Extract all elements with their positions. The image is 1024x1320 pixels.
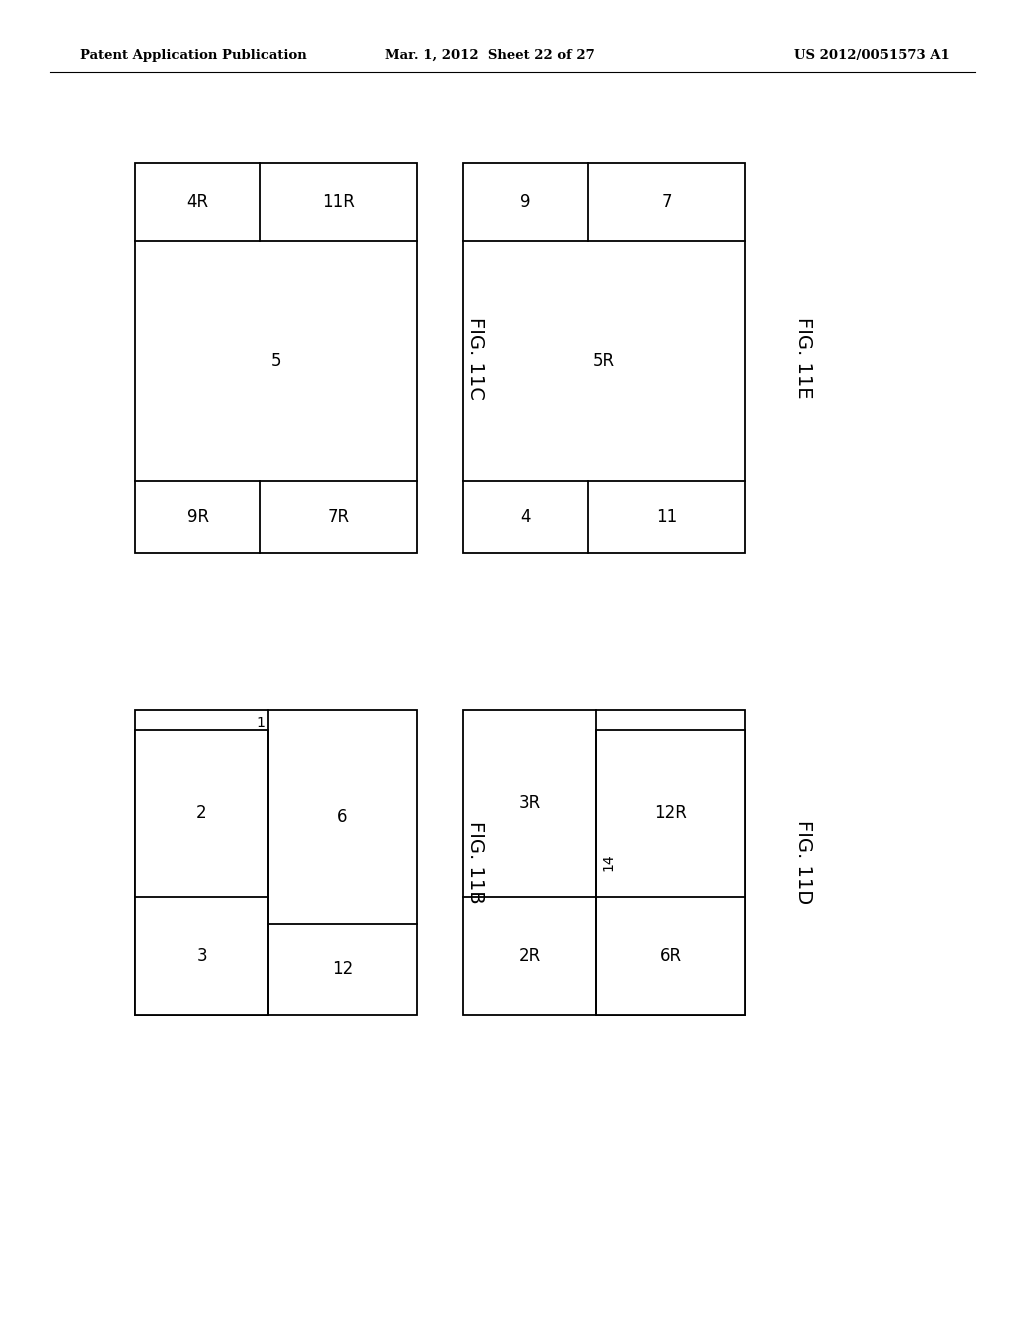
Text: 5R: 5R (593, 352, 615, 370)
Text: 2: 2 (197, 804, 207, 822)
Text: 6R: 6R (659, 946, 682, 965)
Bar (135, 710, 417, 1015)
Text: 12R: 12R (654, 804, 687, 822)
Text: US 2012/0051573 A1: US 2012/0051573 A1 (795, 49, 950, 62)
Text: 3R: 3R (518, 795, 541, 813)
Text: Patent Application Publication: Patent Application Publication (80, 49, 307, 62)
Text: 3: 3 (197, 946, 207, 965)
Text: 4: 4 (520, 508, 531, 525)
Bar (463, 710, 745, 1015)
Text: 7: 7 (662, 193, 672, 211)
Text: FIG. 11D: FIG. 11D (794, 821, 812, 904)
Text: 7R: 7R (328, 508, 350, 525)
Text: 9R: 9R (186, 508, 209, 525)
Text: 12: 12 (332, 961, 353, 978)
Text: FIG. 11B: FIG. 11B (466, 821, 484, 904)
Text: 4R: 4R (186, 193, 209, 211)
Text: 6: 6 (337, 808, 348, 826)
Bar (596, 730, 745, 1015)
Text: FIG. 11C: FIG. 11C (466, 317, 484, 400)
Text: 11: 11 (656, 508, 677, 525)
Text: 2R: 2R (518, 946, 541, 965)
Text: 9: 9 (520, 193, 531, 211)
Text: 5: 5 (270, 352, 282, 370)
Bar (135, 730, 268, 1015)
Text: 1: 1 (256, 715, 265, 730)
Bar (463, 162, 745, 553)
Bar (135, 162, 417, 553)
Text: 11R: 11R (323, 193, 355, 211)
Text: 14: 14 (601, 854, 615, 871)
Text: FIG. 11E: FIG. 11E (794, 317, 812, 399)
Text: Mar. 1, 2012  Sheet 22 of 27: Mar. 1, 2012 Sheet 22 of 27 (385, 49, 595, 62)
